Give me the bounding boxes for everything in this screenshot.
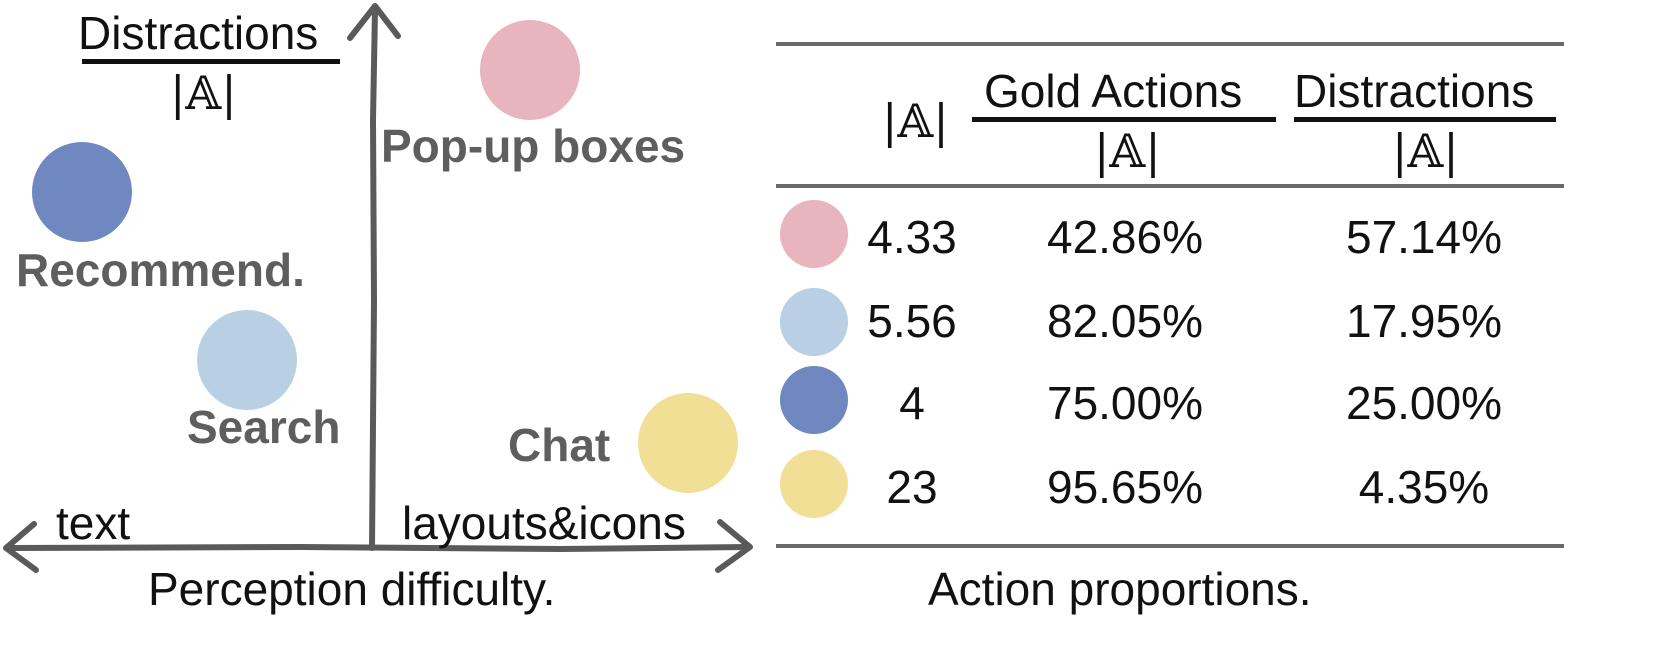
- recommend-point: [32, 142, 132, 242]
- header-distractions-numerator: Distractions: [1294, 65, 1535, 117]
- recommend-label: Recommend.: [16, 244, 305, 296]
- row-4-gold: 95.65%: [1046, 461, 1203, 513]
- header-gold-actions-bar: [972, 117, 1276, 122]
- action-proportions-table: |𝔸| Gold Actions |𝔸| Distractions |𝔸| 4.…: [770, 0, 1661, 649]
- pop-up-boxes-point: [480, 20, 580, 120]
- header-distractions-denominator: |𝔸|: [1392, 124, 1459, 178]
- y-axis-arrowhead: [347, 3, 401, 41]
- row-1-color-swatch: [780, 200, 848, 268]
- header-distractions-bar: [1294, 117, 1556, 122]
- perception-difficulty-diagram: Distractions |𝔸| Pop-up boxes Recommend.…: [0, 0, 770, 649]
- row-4-distract: 4.35%: [1358, 461, 1490, 513]
- axes: [3, 3, 753, 573]
- header-gold-actions-numerator: Gold Actions: [984, 65, 1243, 117]
- search-point: [197, 310, 297, 410]
- left-caption: Perception difficulty.: [148, 563, 556, 615]
- row-1-a: 4.33: [867, 211, 957, 263]
- table-header-rule: [776, 184, 1564, 188]
- right-caption: Action proportions.: [928, 563, 1312, 615]
- row-2-a: 5.56: [867, 295, 957, 347]
- x-axis-right-arrowhead: [715, 519, 753, 573]
- search-label: Search: [187, 401, 341, 453]
- x-axis-left-label: text: [56, 497, 131, 549]
- header-gold-actions-denominator: |𝔸|: [1094, 124, 1161, 178]
- row-3-gold: 75.00%: [1046, 377, 1203, 429]
- chat-label: Chat: [508, 419, 611, 471]
- pop-up-boxes-label: Pop-up boxes: [381, 120, 686, 172]
- row-3-a: 4: [899, 377, 925, 429]
- y-axis-line: [369, 7, 378, 551]
- row-1-gold: 42.86%: [1046, 211, 1203, 263]
- y-axis-fraction-bar: [82, 59, 340, 64]
- table-bottom-rule: [776, 544, 1564, 548]
- row-3-color-swatch: [780, 366, 848, 434]
- header-a-count: |𝔸|: [882, 94, 949, 148]
- x-axis-line: [5, 544, 751, 552]
- row-1-distract: 57.14%: [1345, 211, 1502, 263]
- row-2-distract: 17.95%: [1345, 295, 1502, 347]
- x-axis-right-label: layouts&icons: [402, 497, 686, 549]
- y-axis-denominator: |𝔸|: [170, 66, 237, 120]
- chat-point: [638, 393, 738, 493]
- y-axis-numerator: Distractions: [78, 7, 319, 59]
- x-axis-left-arrowhead: [3, 521, 39, 573]
- row-2-gold: 82.05%: [1046, 295, 1203, 347]
- row-2-color-swatch: [780, 288, 848, 356]
- row-4-color-swatch: [780, 450, 848, 518]
- table-top-rule: [776, 42, 1564, 46]
- row-3-distract: 25.00%: [1345, 377, 1502, 429]
- row-4-a: 23: [886, 461, 938, 513]
